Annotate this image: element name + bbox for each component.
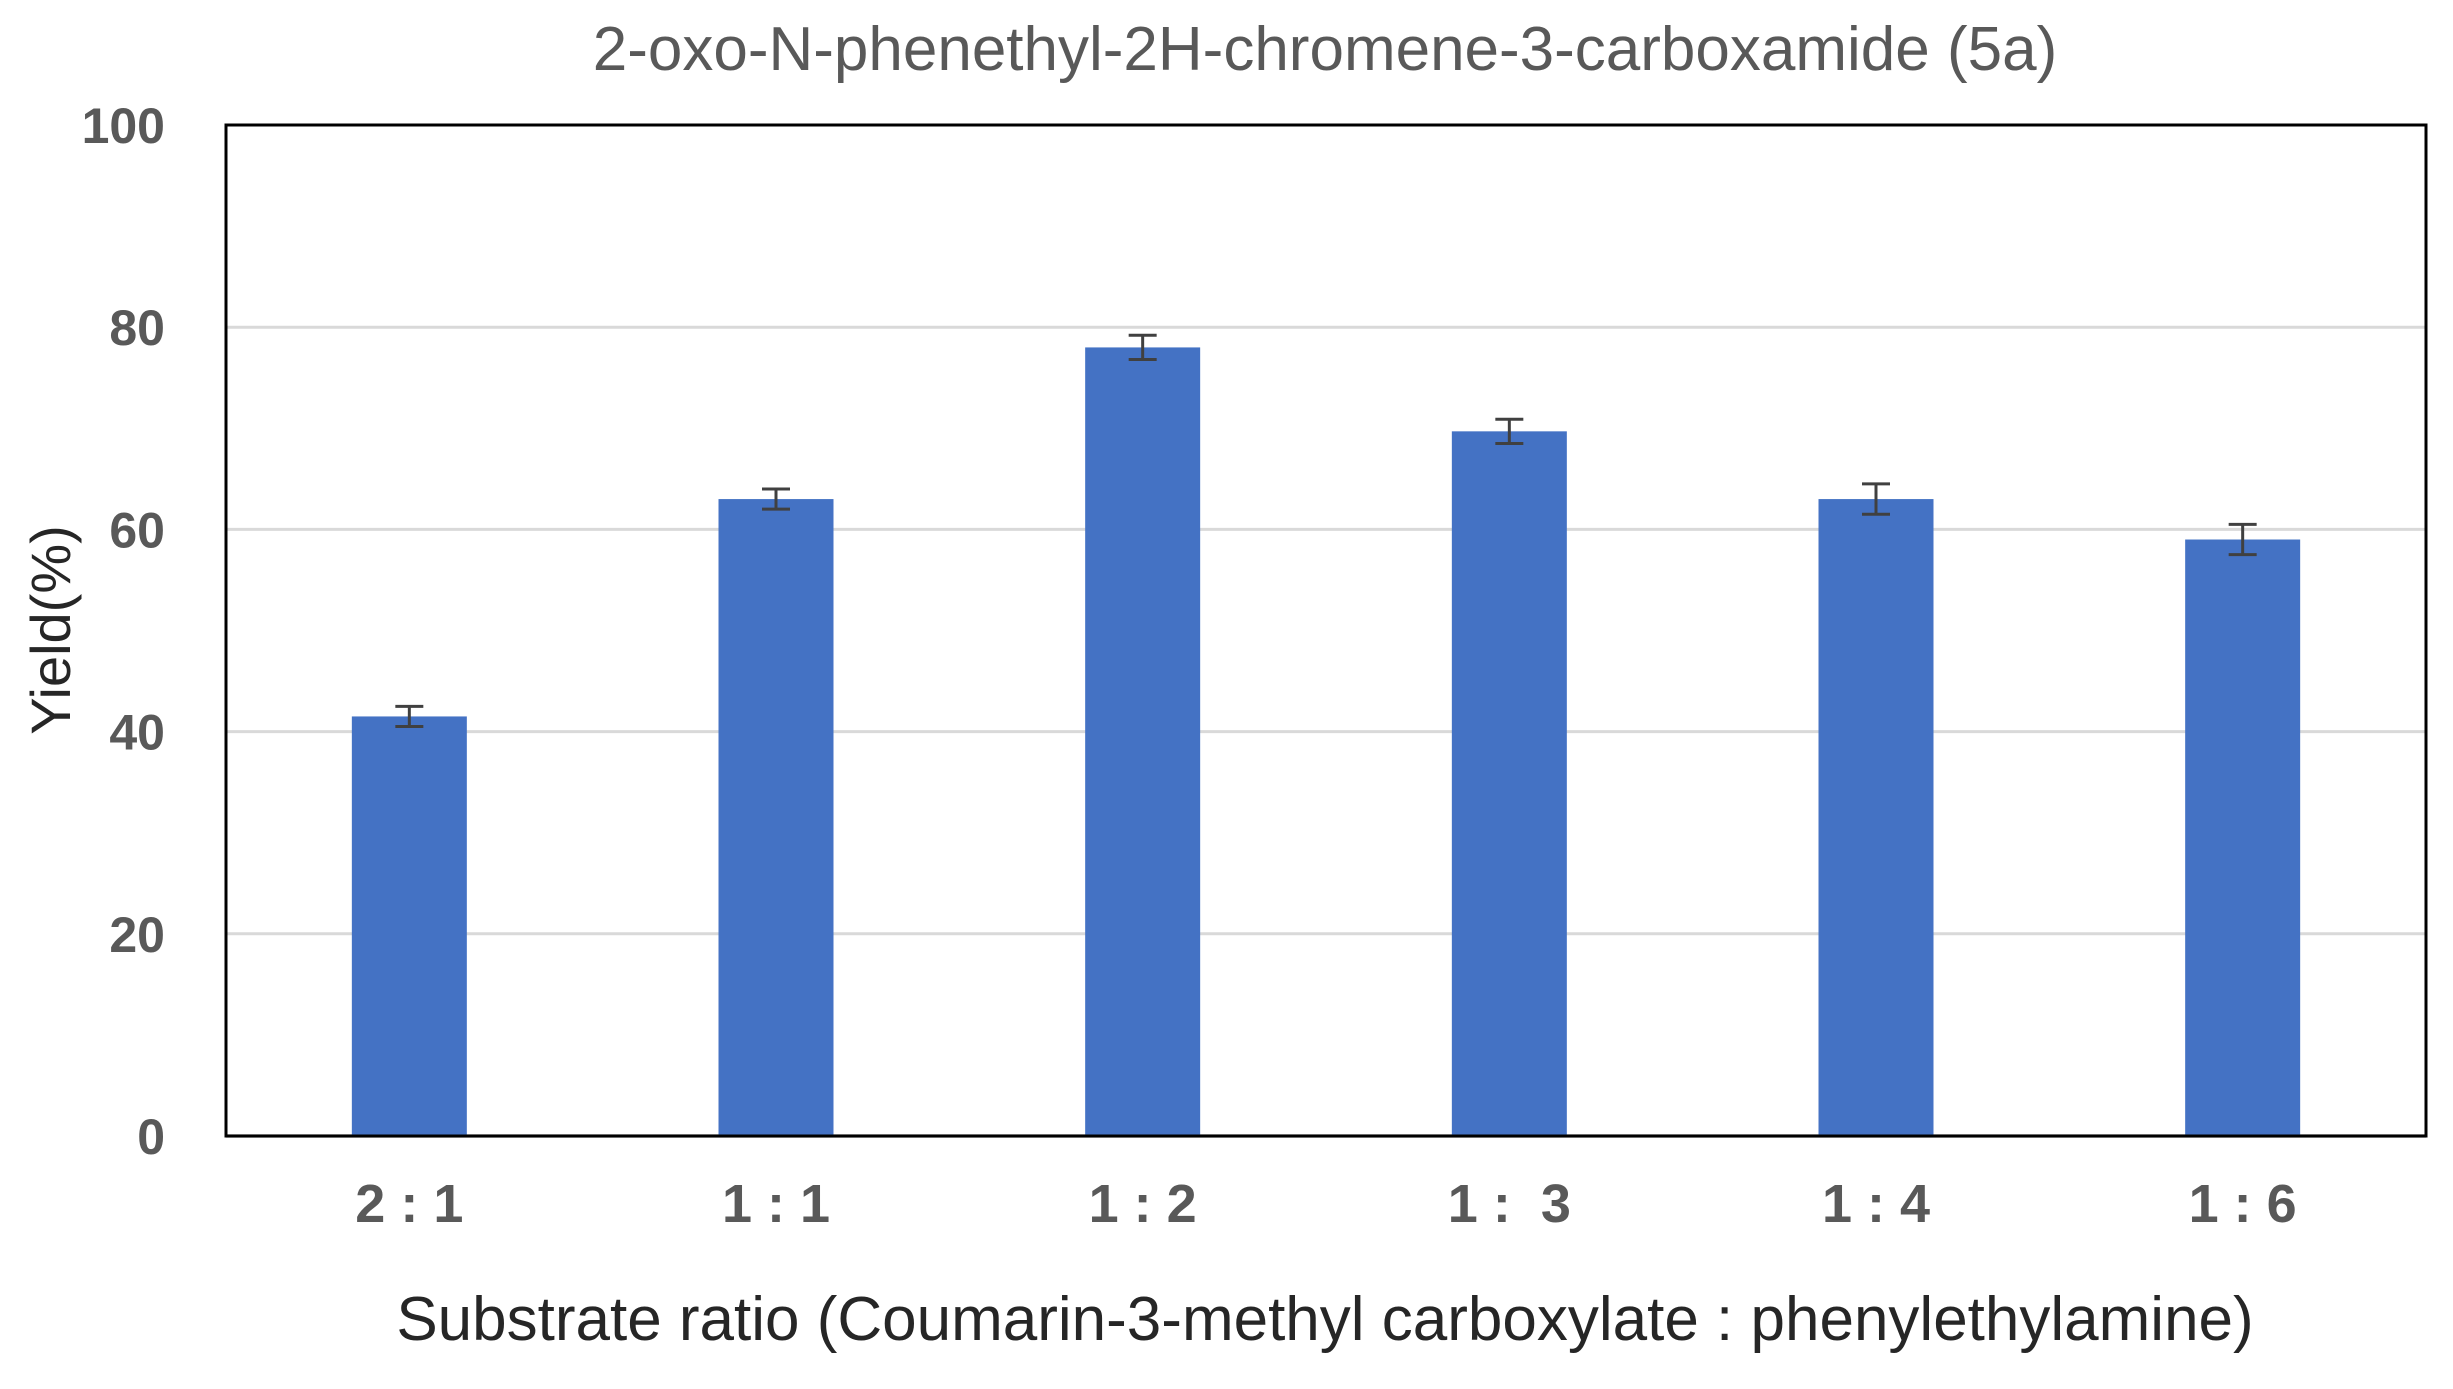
- y-tick-label: 60: [109, 502, 165, 558]
- error-bar: [1128, 333, 1157, 362]
- x-tick-label: 2 : 1: [355, 1174, 463, 1234]
- error-bar: [395, 704, 424, 729]
- plot-area-frame: [224, 123, 2428, 1138]
- y-tick-label: 0: [137, 1109, 165, 1165]
- x-tick-label: 1 : 3: [1448, 1174, 1571, 1234]
- gridlines: [226, 325, 2426, 1138]
- x-axis-ticks: 2 : 1 1 : 1 1 : 2 1 : 3 1 : 4 1 : 6: [355, 1174, 2296, 1234]
- bar: [1085, 347, 1201, 1136]
- y-tick-label: 80: [109, 300, 165, 356]
- error-bars: [395, 333, 2257, 729]
- x-tick-label: 1 : 2: [1089, 1174, 1197, 1234]
- y-tick-label: 100: [82, 98, 165, 154]
- y-tick-label: 20: [109, 907, 165, 963]
- error-bar: [762, 487, 790, 511]
- x-axis-label: Substrate ratio (Coumarin-3-methyl carbo…: [396, 1285, 2253, 1354]
- error-bar: [1495, 417, 1524, 445]
- x-tick-label: 1 : 4: [1822, 1174, 1930, 1234]
- error-bar: [1862, 482, 1890, 516]
- y-axis-ticks: 0 20 40 60 80 100: [82, 98, 165, 1165]
- bars: [351, 347, 2301, 1136]
- x-tick-label: 1 : 1: [722, 1174, 830, 1234]
- y-tick-label: 40: [109, 705, 165, 761]
- chart-title: 2-oxo-N-phenethyl-2H-chromene-3-carboxam…: [593, 15, 2058, 84]
- y-axis-label: Yield(%): [19, 525, 82, 735]
- bar: [2185, 539, 2301, 1136]
- error-bar: [2228, 522, 2257, 557]
- bar: [718, 499, 834, 1136]
- bar: [1451, 431, 1567, 1136]
- bar: [1818, 499, 1934, 1136]
- bar: [351, 716, 467, 1136]
- x-tick-label: 1 : 6: [2189, 1174, 2297, 1234]
